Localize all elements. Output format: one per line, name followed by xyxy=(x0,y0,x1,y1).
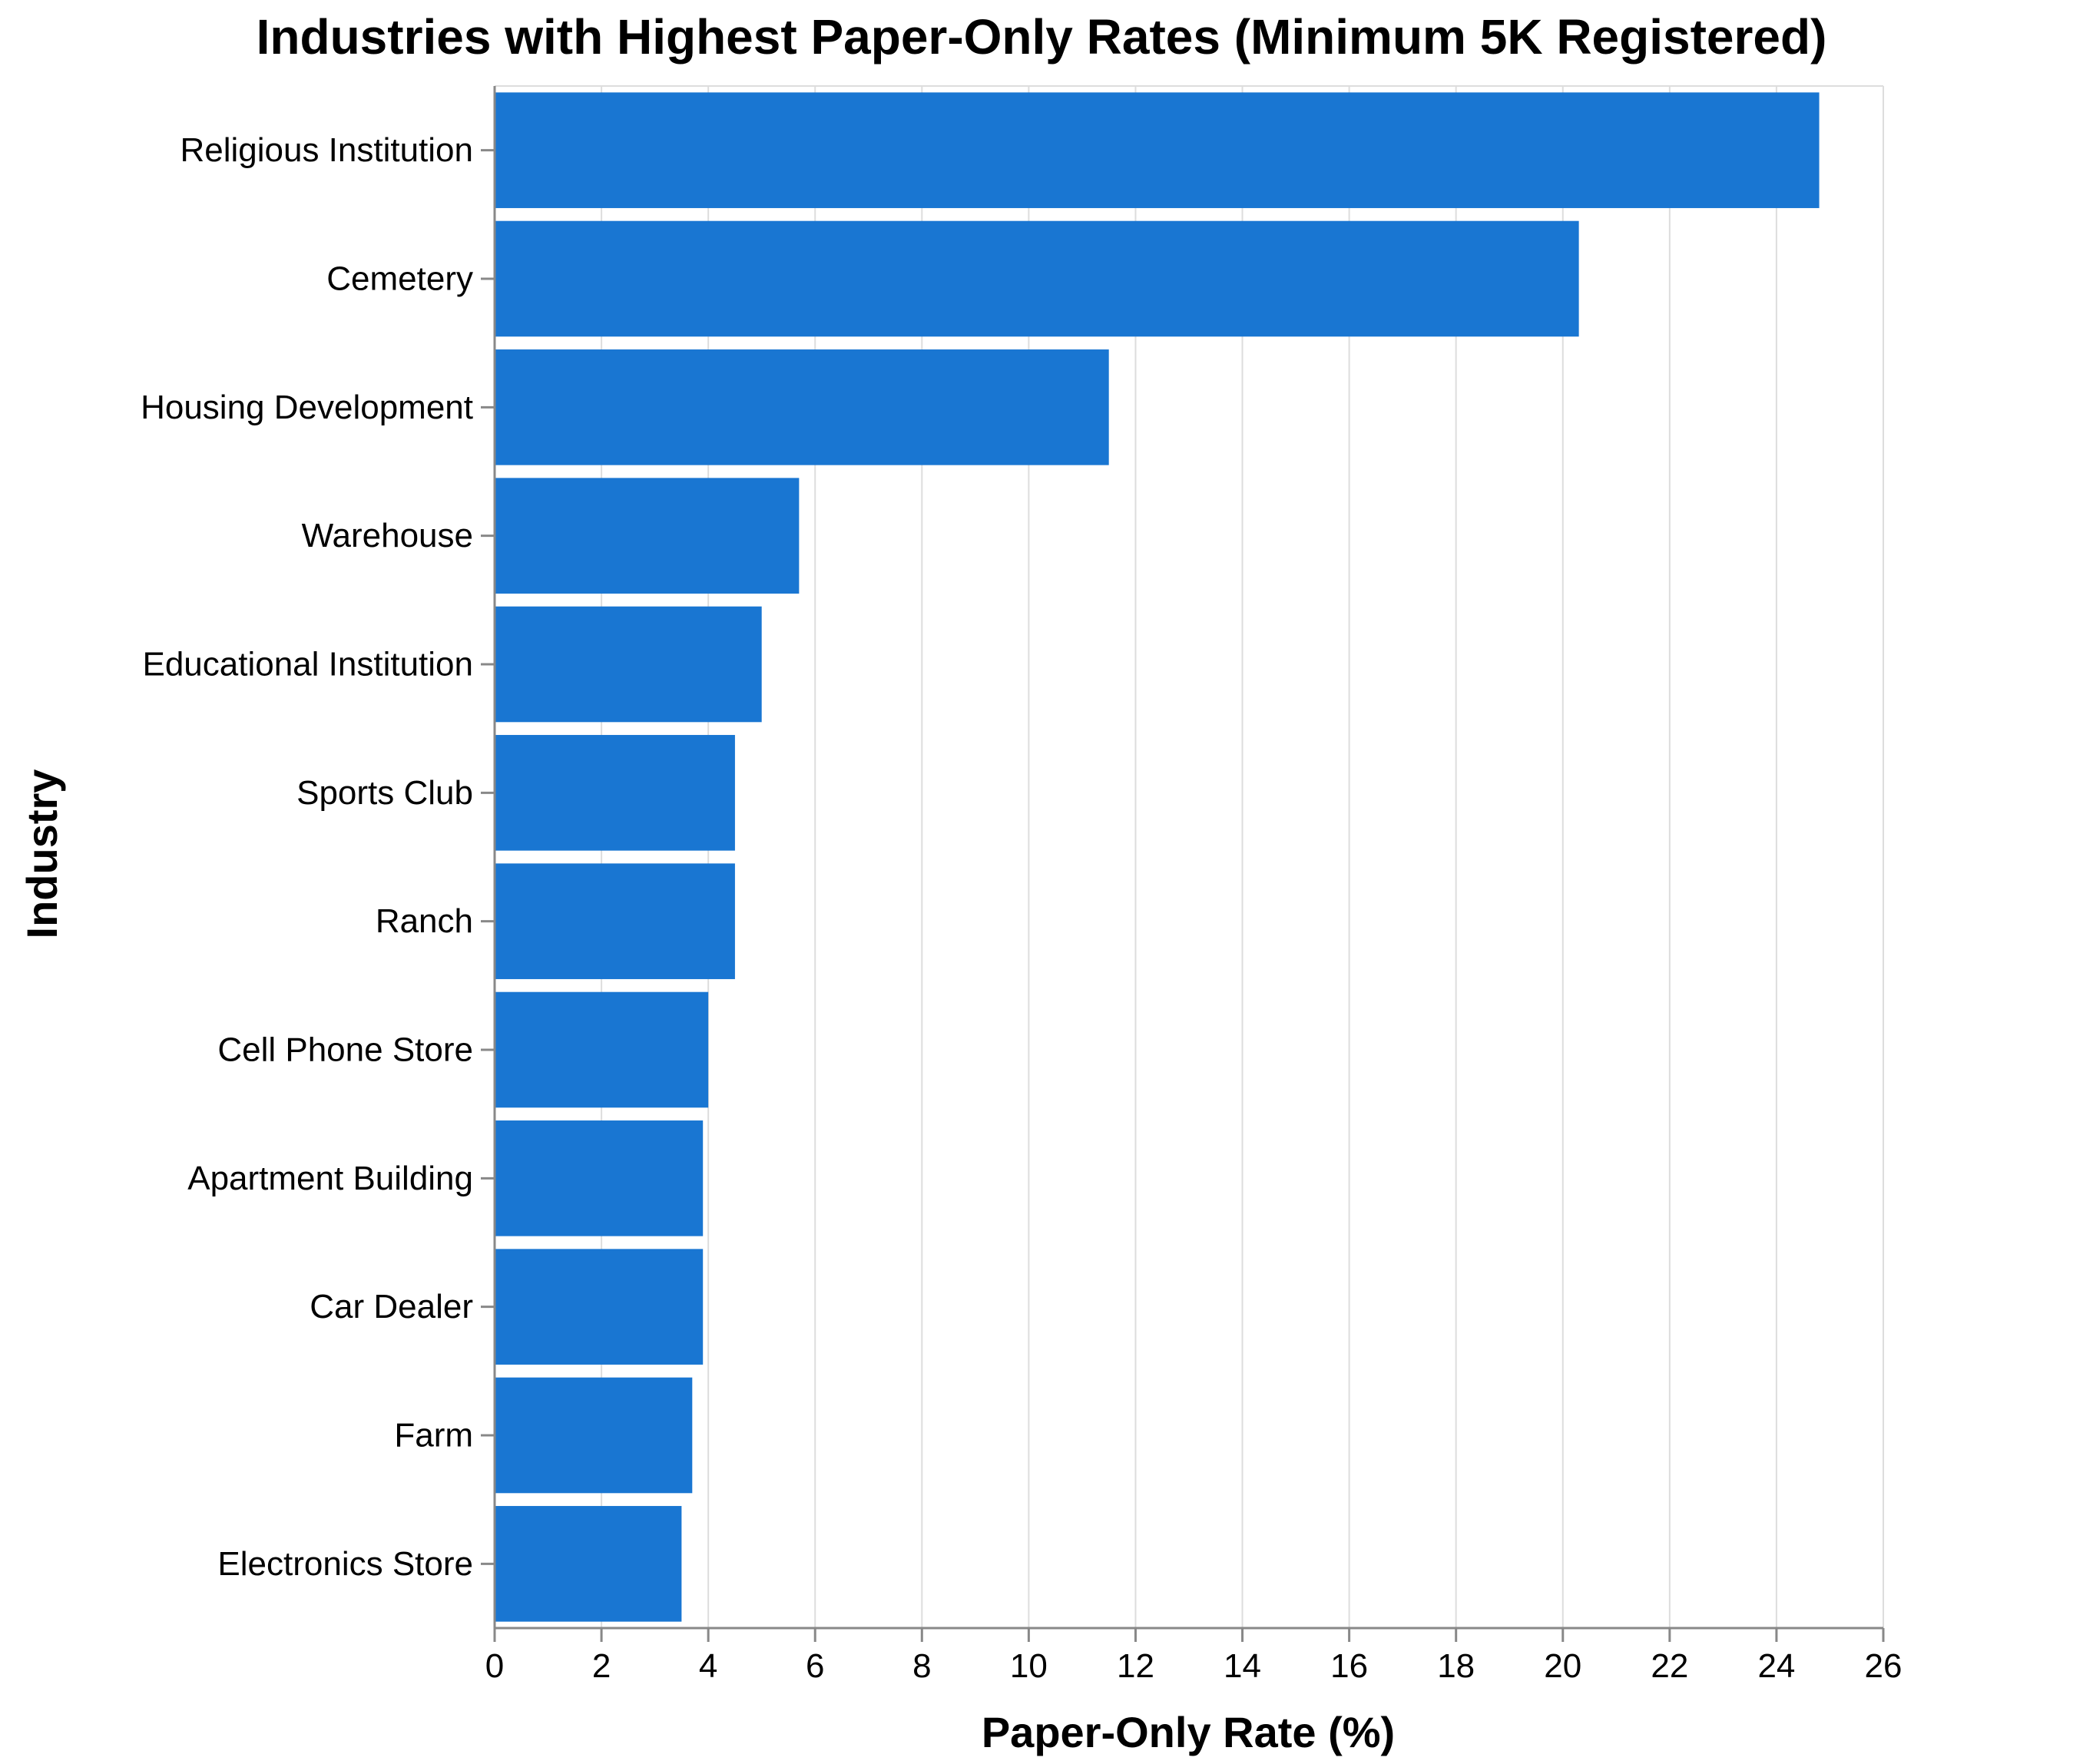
chart-title: Industries with Highest Paper-Only Rates… xyxy=(257,9,1827,65)
y-axis-title: Industry xyxy=(18,769,66,939)
x-axis-title: Paper-Only Rate (%) xyxy=(982,1708,1395,1756)
bar xyxy=(495,1249,704,1365)
grid xyxy=(494,85,1884,1628)
x-tick-label: 24 xyxy=(1757,1647,1795,1685)
bar xyxy=(495,220,1579,337)
bar xyxy=(495,606,762,723)
bar xyxy=(495,735,735,851)
y-tick-label: Religious Institution xyxy=(180,131,473,169)
y-tick-label: Electronics Store xyxy=(217,1545,473,1583)
y-tick-label: Educational Institution xyxy=(142,646,473,683)
y-tick-label: Farm xyxy=(394,1417,473,1455)
x-tick-label: 2 xyxy=(592,1647,611,1685)
bar xyxy=(495,1120,704,1236)
y-tick-label: Housing Development xyxy=(141,389,473,426)
x-tick-label: 16 xyxy=(1330,1647,1368,1685)
y-tick-label: Ranch xyxy=(376,902,473,940)
x-tick-label: 20 xyxy=(1544,1647,1581,1685)
axes: Religious Institution Cemetery Housing Dev… xyxy=(141,86,1902,1685)
bar xyxy=(495,92,1820,208)
y-tick-label: Cell Phone Store xyxy=(217,1031,473,1069)
bar xyxy=(495,478,800,594)
y-tick-label: Car Dealer xyxy=(310,1288,473,1325)
x-tick-label: 6 xyxy=(806,1647,824,1685)
x-tick-label: 12 xyxy=(1117,1647,1154,1685)
y-tick-label: Apartment Building xyxy=(187,1160,473,1197)
x-tick-label: 22 xyxy=(1651,1647,1688,1685)
bar xyxy=(495,1506,682,1622)
x-tick-label: 0 xyxy=(485,1647,504,1685)
bars xyxy=(495,92,1820,1622)
y-tick-label: Sports Club xyxy=(296,774,473,812)
bar xyxy=(495,991,709,1108)
bar xyxy=(495,1377,693,1494)
bar xyxy=(495,863,735,979)
x-tick-label: 14 xyxy=(1224,1647,1261,1685)
y-tick-label: Cemetery xyxy=(326,260,473,298)
x-tick-label: 26 xyxy=(1865,1647,1903,1685)
bar xyxy=(495,349,1109,465)
x-tick-label: 8 xyxy=(912,1647,931,1685)
x-tick-label: 10 xyxy=(1010,1647,1048,1685)
x-tick-label: 18 xyxy=(1437,1647,1475,1685)
y-tick-label: Warehouse xyxy=(302,517,473,554)
x-tick-label: 4 xyxy=(699,1647,717,1685)
